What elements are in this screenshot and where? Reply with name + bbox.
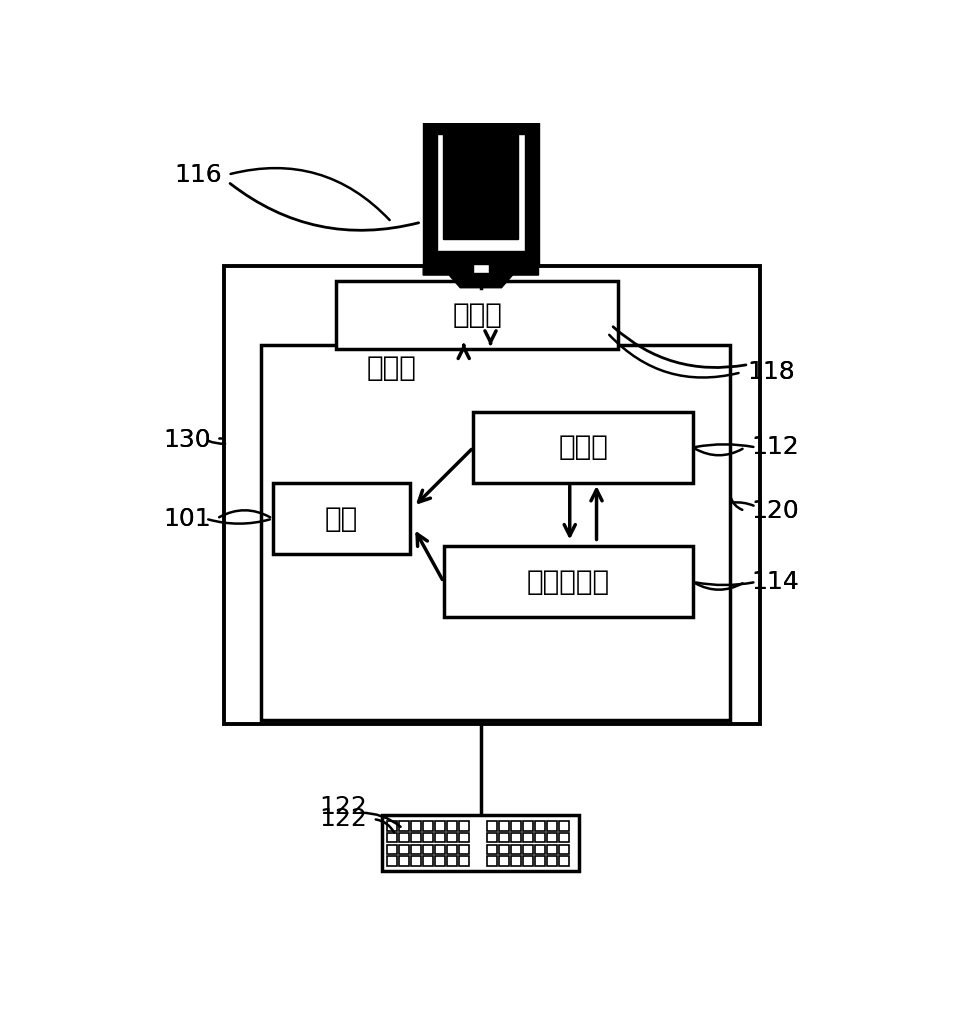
Bar bbox=[423, 119, 539, 266]
Text: 116: 116 bbox=[175, 162, 222, 187]
Bar bbox=[499, 844, 509, 854]
Bar bbox=[459, 857, 469, 866]
Bar bbox=[459, 822, 469, 831]
Text: 101: 101 bbox=[163, 506, 211, 531]
Text: 程序: 程序 bbox=[324, 504, 358, 533]
Bar bbox=[387, 822, 396, 831]
Bar bbox=[398, 857, 409, 866]
Text: 112: 112 bbox=[751, 435, 799, 459]
Bar bbox=[459, 833, 469, 842]
Text: 116: 116 bbox=[175, 162, 222, 187]
Bar bbox=[523, 833, 533, 842]
Bar bbox=[547, 822, 557, 831]
Text: 101: 101 bbox=[163, 506, 211, 531]
Bar bbox=[547, 857, 557, 866]
Bar bbox=[387, 857, 396, 866]
Text: 122: 122 bbox=[320, 807, 367, 831]
Bar bbox=[447, 844, 457, 854]
Polygon shape bbox=[423, 266, 539, 288]
Bar bbox=[444, 134, 518, 239]
Bar bbox=[511, 833, 521, 842]
Bar bbox=[398, 833, 409, 842]
Text: 调试器: 调试器 bbox=[558, 433, 608, 461]
Bar bbox=[459, 844, 469, 854]
Bar bbox=[411, 822, 421, 831]
Bar bbox=[547, 844, 557, 854]
Bar bbox=[499, 857, 509, 866]
Text: 存储器: 存储器 bbox=[367, 354, 417, 382]
Bar bbox=[523, 857, 533, 866]
Bar bbox=[559, 844, 569, 854]
Text: 114: 114 bbox=[751, 570, 799, 594]
Bar bbox=[225, 266, 759, 724]
Bar bbox=[559, 833, 569, 842]
Bar bbox=[411, 833, 421, 842]
Bar bbox=[387, 844, 396, 854]
Bar bbox=[499, 822, 509, 831]
Bar bbox=[273, 483, 410, 555]
Bar bbox=[437, 134, 525, 252]
Bar bbox=[435, 857, 445, 866]
Bar bbox=[422, 833, 433, 842]
Bar bbox=[487, 822, 497, 831]
Text: 122: 122 bbox=[320, 795, 367, 820]
Text: 处理器: 处理器 bbox=[452, 301, 502, 329]
Text: 130: 130 bbox=[163, 427, 211, 452]
Bar bbox=[422, 857, 433, 866]
Bar bbox=[444, 546, 693, 617]
Bar bbox=[435, 833, 445, 842]
Text: 114: 114 bbox=[751, 570, 799, 594]
Bar bbox=[387, 833, 396, 842]
Bar bbox=[382, 815, 580, 871]
Bar bbox=[422, 822, 433, 831]
Bar bbox=[499, 833, 509, 842]
Text: 118: 118 bbox=[747, 360, 795, 384]
Text: 120: 120 bbox=[751, 499, 799, 523]
Bar bbox=[535, 857, 545, 866]
Bar bbox=[411, 844, 421, 854]
Bar bbox=[447, 833, 457, 842]
Bar bbox=[261, 345, 731, 720]
Bar bbox=[535, 833, 545, 842]
Bar bbox=[559, 857, 569, 866]
Bar bbox=[411, 857, 421, 866]
Text: 软件模拟器: 软件模拟器 bbox=[527, 568, 610, 596]
Bar bbox=[547, 833, 557, 842]
Bar bbox=[435, 822, 445, 831]
Bar bbox=[511, 822, 521, 831]
Bar bbox=[473, 412, 693, 483]
Bar bbox=[487, 857, 497, 866]
Bar bbox=[511, 857, 521, 866]
Bar bbox=[435, 844, 445, 854]
Bar bbox=[487, 833, 497, 842]
Text: 118: 118 bbox=[747, 360, 795, 384]
Bar bbox=[559, 822, 569, 831]
Bar bbox=[523, 844, 533, 854]
Bar bbox=[511, 844, 521, 854]
Bar bbox=[535, 822, 545, 831]
Bar bbox=[398, 822, 409, 831]
Bar bbox=[422, 844, 433, 854]
Bar bbox=[447, 857, 457, 866]
Bar bbox=[336, 281, 618, 348]
Bar bbox=[447, 822, 457, 831]
Bar bbox=[487, 844, 497, 854]
Bar bbox=[535, 844, 545, 854]
Text: 120: 120 bbox=[751, 499, 799, 523]
Text: 112: 112 bbox=[751, 435, 799, 459]
Bar bbox=[472, 264, 489, 273]
Bar bbox=[398, 844, 409, 854]
Text: 130: 130 bbox=[163, 427, 211, 452]
Bar bbox=[523, 822, 533, 831]
